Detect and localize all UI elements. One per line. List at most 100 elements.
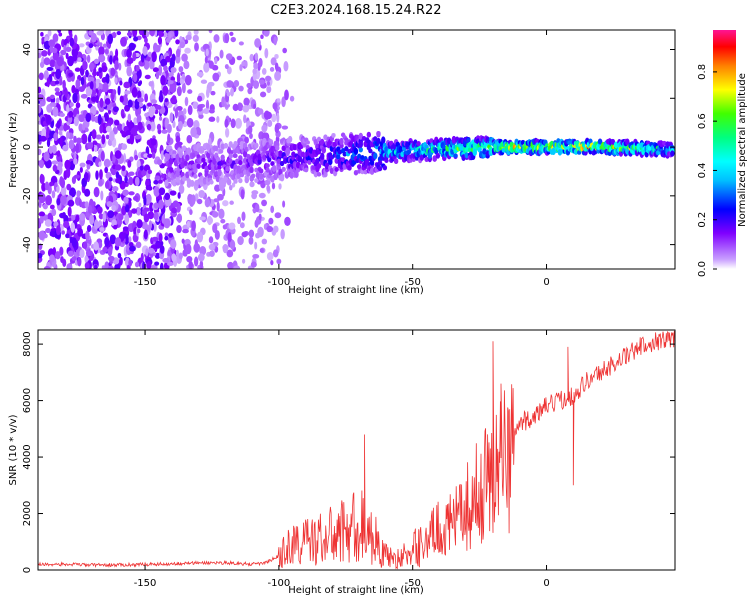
colorbar-tick-label: 0.0: [697, 261, 708, 277]
spectrogram-cell: [368, 148, 373, 154]
spectrogram-cell: [106, 201, 113, 208]
spectrogram-cell: [77, 227, 84, 237]
spectrogram-cell: [176, 141, 183, 146]
spectrogram-cell: [129, 133, 135, 145]
spectrogram-cell: [250, 261, 257, 268]
spectrogram-cell: [266, 251, 274, 261]
spectrogram-cell: [128, 236, 132, 244]
spectrogram-cell: [294, 170, 299, 178]
spectrogram-cell: [96, 71, 100, 77]
spectrogram-cell: [376, 130, 381, 136]
spectrogram-cell: [209, 179, 214, 185]
spectrogram-cell: [270, 145, 275, 153]
spectrogram-cell: [270, 260, 274, 266]
spectrogram-cell: [201, 157, 206, 163]
spectrogram-cell: [205, 99, 210, 111]
spectrogram-cell: [118, 213, 124, 221]
spectrogram-cell: [66, 183, 72, 191]
spectrogram-cell: [196, 71, 204, 77]
spectrogram-cell: [272, 102, 278, 110]
spectrogram-cell: [121, 165, 126, 172]
spectrogram-cell: [284, 89, 289, 101]
spectrogram-cell: [218, 148, 224, 154]
spectrogram-cell: [136, 159, 141, 170]
snr-x-ticks: -150 -100 -50 0: [134, 330, 550, 589]
spectrogram-cell: [62, 79, 66, 90]
spectrogram-cell: [99, 179, 103, 186]
spectrogram-cell: [79, 213, 86, 221]
spectrogram-cell: [142, 104, 147, 112]
spectrogram-cell: [182, 228, 189, 234]
spectrogram-cell: [238, 155, 243, 161]
spectrogram-cell: [224, 118, 229, 128]
spectrogram-cell: [202, 161, 208, 167]
spectrogram-cell: [185, 154, 190, 161]
spectrogram-cell: [124, 204, 130, 213]
spectrogram-cell: [241, 231, 248, 238]
spectrogram-cell: [144, 37, 148, 44]
spectrogram-cell: [157, 30, 163, 37]
spectrogram-cell: [145, 248, 149, 257]
spectrogram-cell: [56, 56, 64, 67]
spectrogram-cell: [143, 60, 150, 70]
spectrogram-cell: [169, 158, 174, 165]
spectrogram-cell: [214, 230, 220, 240]
snr-y-axis-label: SNR (10 * v/v): [8, 414, 19, 485]
spectrogram-cell: [258, 213, 262, 221]
spectrogram-cell: [170, 239, 177, 249]
spectrogram-cell: [321, 146, 327, 154]
spectrogram-cell: [68, 72, 74, 77]
spectrogram-cell: [197, 104, 203, 112]
spectrogram-cell: [164, 192, 171, 201]
spectrogram-cell: [42, 96, 46, 102]
spectrogram-cell: [66, 263, 73, 269]
spectrogram-cell: [238, 41, 244, 46]
spectrogram-cell: [189, 209, 193, 215]
spectrogram-cell: [85, 230, 90, 241]
spectrogram-cell: [143, 196, 147, 206]
spectrogram-cell: [75, 143, 79, 154]
spectrogram-cell: [281, 145, 286, 152]
spectrogram-cell: [115, 219, 122, 225]
spectrogram-cell: [257, 158, 262, 165]
spectrogram-cell: [78, 86, 85, 93]
spectrogram-cell: [188, 261, 193, 269]
spectrogram-cell: [147, 102, 153, 107]
spectrogram-cell: [143, 213, 150, 223]
spectrogram-cell: [51, 144, 57, 154]
spectrogram-cell: [61, 230, 65, 235]
spectrogram-cell: [145, 198, 152, 205]
spectrogram-cell: [229, 239, 236, 250]
spectrogram-cell: [38, 104, 42, 114]
spectrogram-cell: [52, 106, 59, 117]
spectrogram-cell: [136, 219, 143, 229]
spectrogram-cell: [124, 90, 131, 95]
spectrogram-cell: [112, 89, 117, 96]
spectrogram-cell: [122, 189, 129, 196]
spectrogram-cell: [158, 187, 166, 196]
spectrogram-cell: [49, 59, 56, 68]
spectrogram-cell: [112, 106, 119, 113]
spectrogram-cell: [228, 184, 233, 191]
spectrogram-cell: [376, 137, 381, 145]
spectrogram-cell: [229, 200, 234, 205]
spectrogram-cell: [62, 144, 69, 152]
spectrogram-cell: [155, 104, 162, 110]
spectrogram-cell: [377, 166, 383, 172]
spectrogram-cell: [193, 256, 199, 267]
spectrogram-cell: [257, 108, 264, 115]
spectrogram-cell: [169, 84, 177, 94]
spectrogram-cell: [194, 193, 199, 202]
spectrogram-cell: [61, 212, 66, 219]
spectrogram-cell: [238, 159, 243, 166]
spectrogram-cell: [610, 138, 616, 145]
spectrogram-cell: [128, 191, 135, 196]
spectrogram-cell: [280, 228, 285, 240]
spectrogram-cell: [85, 112, 92, 123]
spectrogram-cell: [99, 169, 103, 180]
spectrogram-cell: [126, 48, 132, 59]
spectrogram-cell: [358, 147, 363, 153]
spectrogram-cell: [79, 162, 86, 168]
spectrogram-cell: [140, 252, 144, 262]
spectrogram-cell: [155, 71, 160, 80]
